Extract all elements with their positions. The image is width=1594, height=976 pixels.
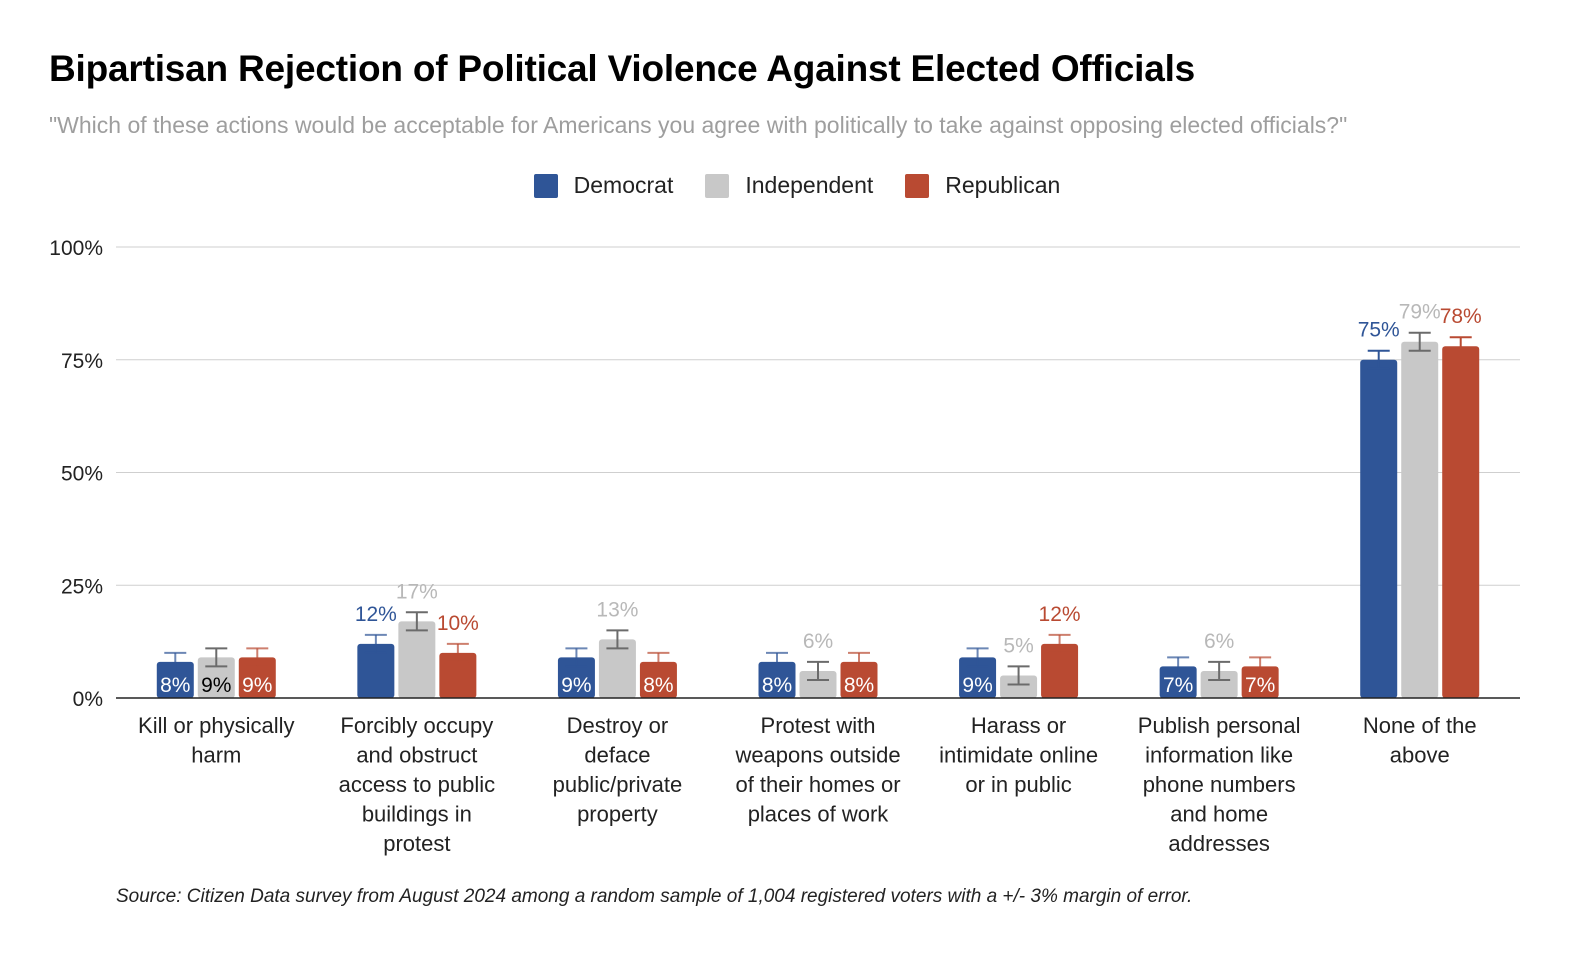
data-label: 6% xyxy=(803,630,833,653)
category-label: Harass or intimidate online or in public xyxy=(939,713,1098,797)
category-label: Publish personal information like phone nu… xyxy=(1138,713,1301,856)
category-label: Kill or physically harm xyxy=(138,713,295,768)
y-tick-label: 50% xyxy=(61,463,103,486)
legend-swatch-independent xyxy=(705,173,730,198)
y-tick-label: 25% xyxy=(61,575,103,598)
y-tick-label: 0% xyxy=(73,688,103,711)
bar xyxy=(557,657,595,698)
bar xyxy=(1442,346,1480,698)
bar xyxy=(1360,359,1398,698)
bar xyxy=(959,657,997,698)
chart-title: Bipartisan Rejection of Political Violen… xyxy=(49,48,1196,89)
data-label: 5% xyxy=(1003,634,1033,657)
data-label: 12% xyxy=(1039,603,1081,626)
data-label: 8% xyxy=(762,674,792,697)
legend-item-republican[interactable]: Republican xyxy=(905,172,1060,199)
bar xyxy=(439,652,477,698)
chart-subtitle: "Which of these actions would be accepta… xyxy=(49,112,1348,138)
data-label: 6% xyxy=(1204,630,1234,653)
legend-swatch-republican xyxy=(905,173,930,198)
data-label: 7% xyxy=(1245,674,1275,697)
y-tick-label: 100% xyxy=(49,237,103,260)
data-label: 9% xyxy=(561,674,591,697)
bar xyxy=(1241,666,1279,698)
legend-swatch-democrat xyxy=(533,173,558,198)
bar xyxy=(598,639,636,698)
data-label: 9% xyxy=(201,674,231,697)
legend-label-democrat: Democrat xyxy=(573,172,674,198)
legend: Democrat Independent Republican xyxy=(0,172,1594,199)
legend-label-independent: Independent xyxy=(745,172,874,198)
y-tick-label: 75% xyxy=(61,350,103,373)
data-label: 75% xyxy=(1358,319,1400,342)
bar xyxy=(238,657,276,698)
data-label: 13% xyxy=(596,598,638,621)
legend-label-republican: Republican xyxy=(945,172,1061,198)
bar xyxy=(197,657,235,698)
data-label: 10% xyxy=(437,612,479,635)
bar xyxy=(1000,675,1038,698)
legend-item-democrat[interactable]: Democrat xyxy=(533,172,674,199)
data-label: 9% xyxy=(242,674,272,697)
data-label: 79% xyxy=(1399,301,1441,324)
legend-item-independent[interactable]: Independent xyxy=(705,172,873,199)
data-label: 8% xyxy=(160,674,190,697)
bar xyxy=(357,643,395,698)
bar xyxy=(398,621,436,698)
bar xyxy=(1041,643,1079,698)
category-label: Forcibly occupy and obstruct access to pub… xyxy=(339,713,496,856)
data-label: 7% xyxy=(1163,674,1193,697)
data-label: 17% xyxy=(396,580,438,603)
data-label: 8% xyxy=(844,674,874,697)
category-label: Destroy or deface public/private property xyxy=(553,713,683,827)
category-label: None of the above xyxy=(1363,713,1477,768)
bar xyxy=(799,670,837,698)
bar xyxy=(1159,666,1197,698)
category-label: Protest with weapons outside of their home… xyxy=(734,713,900,827)
data-label: 12% xyxy=(355,603,397,626)
data-label: 9% xyxy=(962,674,992,697)
source-note: Source: Citizen Data survey from August … xyxy=(116,886,1193,907)
bar xyxy=(1200,670,1238,698)
data-label: 78% xyxy=(1440,305,1482,328)
data-label: 8% xyxy=(643,674,673,697)
bar xyxy=(1401,341,1439,698)
